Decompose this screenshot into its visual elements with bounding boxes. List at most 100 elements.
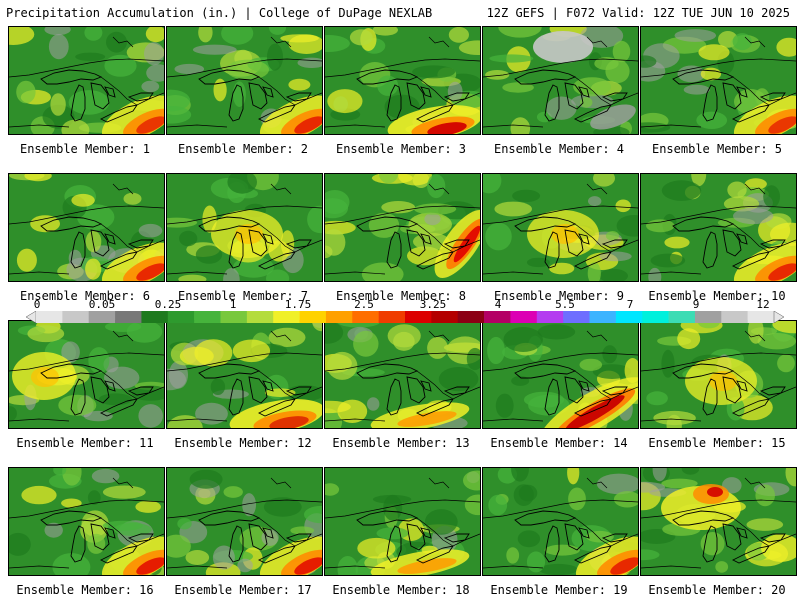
precipitation-map xyxy=(9,27,164,134)
border-line xyxy=(641,124,702,128)
border-line xyxy=(744,36,766,48)
colorbar-tick-label: 0 xyxy=(33,298,41,311)
colorbar-tick-label: 9 xyxy=(692,298,700,311)
member-caption: Ensemble Member: 8 xyxy=(335,289,467,303)
border-line xyxy=(428,330,450,342)
lake-outline xyxy=(564,376,584,404)
member-caption: Ensemble Member: 14 xyxy=(490,436,628,450)
lake-outline xyxy=(228,378,244,416)
border-line xyxy=(270,330,292,342)
lake-outline xyxy=(415,545,454,564)
border-line xyxy=(641,271,702,275)
lake-outline xyxy=(672,216,735,232)
lake-outline xyxy=(722,82,742,110)
border-line xyxy=(270,36,292,48)
border-line xyxy=(483,205,638,225)
lake-outline xyxy=(70,84,86,122)
border-line xyxy=(270,183,292,195)
lake-outline xyxy=(601,386,628,396)
precipitation-map xyxy=(167,174,322,281)
member-caption: Ensemble Member: 20 xyxy=(648,583,786,597)
lake-outline xyxy=(420,380,432,392)
lake-outline xyxy=(759,92,786,102)
colorbar-swatch xyxy=(405,311,432,323)
border-line xyxy=(9,271,70,275)
lake-outline xyxy=(514,363,577,379)
colorbar-tick-label: 1 xyxy=(229,298,237,311)
lake-outline xyxy=(443,533,470,543)
lake-outline xyxy=(198,69,261,85)
lake-outline xyxy=(564,82,584,110)
border-line xyxy=(167,271,228,275)
lake-outline xyxy=(70,378,86,416)
lake-outline xyxy=(415,251,454,270)
colorbar-swatch xyxy=(88,311,116,323)
lake-outline xyxy=(564,523,584,551)
lake-outline xyxy=(356,363,419,379)
colorbar-swatch xyxy=(721,311,748,323)
lake-outline xyxy=(578,86,590,98)
lake-outline xyxy=(262,380,274,392)
precipitation-map xyxy=(325,468,480,575)
border-line xyxy=(9,418,70,422)
border-line xyxy=(483,499,638,519)
ensemble-member-map xyxy=(8,320,165,429)
ensemble-member-map xyxy=(640,320,797,429)
border-line xyxy=(428,183,450,195)
precipitation-map xyxy=(641,27,796,134)
precipitation-map xyxy=(325,321,480,428)
border-line xyxy=(9,58,164,78)
lake-outline xyxy=(672,363,735,379)
ensemble-member-map xyxy=(640,26,797,135)
border-line xyxy=(167,352,322,372)
member-caption: Ensemble Member: 18 xyxy=(332,583,470,597)
colorbar-swatch xyxy=(352,311,379,323)
precipitation-map xyxy=(167,468,322,575)
member-caption: Ensemble Member: 2 xyxy=(177,142,309,156)
colorbar-swatch xyxy=(536,311,564,323)
lake-outline xyxy=(257,398,296,417)
lake-outline xyxy=(578,527,590,539)
lake-outline xyxy=(70,231,86,269)
colorbar-swatch xyxy=(246,311,274,323)
member-caption: Ensemble Member: 16 xyxy=(16,583,154,597)
border-line xyxy=(483,565,544,569)
colorbar-tick-label: 3.25 xyxy=(419,298,447,311)
border-line xyxy=(325,271,386,275)
border-line xyxy=(586,183,608,195)
header-bar: Precipitation Accumulation (in.) | Colle… xyxy=(0,0,800,24)
colorbar-tick-label: 2.5 xyxy=(354,298,374,311)
precipitation-map xyxy=(641,174,796,281)
precipitation-map xyxy=(641,321,796,428)
lake-outline xyxy=(672,510,735,526)
border-line xyxy=(428,477,450,489)
border-line xyxy=(9,565,70,569)
lake-outline xyxy=(356,510,419,526)
member-caption: Ensemble Member: 5 xyxy=(651,142,783,156)
lake-outline xyxy=(248,523,268,551)
lake-outline xyxy=(544,84,560,122)
border-line xyxy=(483,124,544,128)
lake-outline xyxy=(722,376,742,404)
ensemble-member-map xyxy=(640,173,797,282)
colorbar-swatch xyxy=(457,311,485,323)
lake-outline xyxy=(443,386,470,396)
colorbar-swatch xyxy=(484,311,511,323)
border-line xyxy=(9,499,164,519)
colorbar-swatch xyxy=(563,311,590,323)
colorbar-swatch xyxy=(115,311,142,323)
border-line xyxy=(586,330,608,342)
lake-outline xyxy=(731,545,770,564)
border-line xyxy=(744,330,766,342)
border-line xyxy=(167,565,228,569)
lake-outline xyxy=(104,86,116,98)
lake-outline xyxy=(573,545,612,564)
member-caption: Ensemble Member: 9 xyxy=(493,289,625,303)
model-run-info: 12Z GEFS | F072 Valid: 12Z TUE JUN 10 20… xyxy=(486,6,790,20)
lake-outline xyxy=(262,233,274,245)
precipitation-map xyxy=(9,468,164,575)
lake-outline xyxy=(601,533,628,543)
border-line xyxy=(483,418,544,422)
lake-outline xyxy=(70,525,86,563)
lake-outline xyxy=(386,84,402,122)
